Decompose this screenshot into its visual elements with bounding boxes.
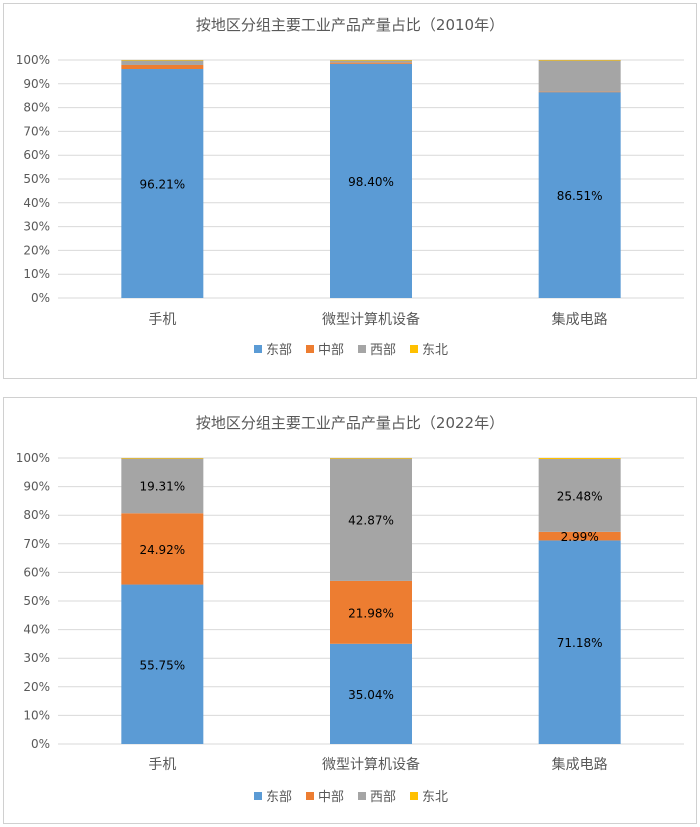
chart-2022-svg: 按地区分组主要工业产品产量占比（2022年） 0% 10% 20% 30% 40% 50% 6… (16, 414, 684, 805)
data-label: 98.40% (348, 175, 394, 189)
bar-segment-西部 (330, 60, 412, 63)
y-tick-label: 50% (23, 172, 50, 186)
y-tick-label: 80% (23, 508, 50, 522)
legend-swatch-东北 (410, 345, 418, 353)
bar-segment-东部 (330, 643, 412, 744)
bar-segment-中部 (121, 64, 204, 70)
legend-label: 东北 (422, 343, 448, 358)
bar-segment-东部 (121, 69, 204, 298)
legend-label: 东北 (422, 790, 448, 805)
legend-swatch-西部 (358, 345, 366, 353)
bar-segment-西部 (330, 458, 412, 581)
bar-segment-中部 (330, 62, 412, 64)
bar-segment-西部 (121, 60, 204, 65)
chart-title: 按地区分组主要工业产品产量占比（2022年） (196, 414, 504, 432)
legend-swatch-中部 (306, 792, 314, 800)
y-tick-label: 0% (31, 737, 50, 751)
x-category-label: 微型计算机设备 (322, 311, 420, 328)
legend-swatch-东北 (410, 792, 418, 800)
y-tick-label: 70% (23, 124, 50, 138)
bar-segment-东北 (121, 458, 204, 459)
data-label: 19.31% (139, 480, 185, 494)
legend-label: 西部 (370, 790, 396, 805)
data-label: 86.51% (557, 189, 603, 203)
bar-segment-东部 (121, 584, 204, 744)
y-tick-label: 40% (23, 623, 50, 637)
y-tick-label: 20% (23, 243, 50, 257)
data-label: 35.04% (348, 688, 394, 702)
x-category-label: 手机 (148, 312, 176, 328)
y-tick-label: 70% (23, 537, 50, 551)
bar-segment-中部 (121, 513, 204, 585)
y-tick-label: 10% (23, 708, 50, 722)
bar-segment-东北 (330, 60, 412, 61)
chart-2010: 按地区分组主要工业产品产量占比（2010年） 0% 10% 20% 30% 40% 50% 6… (3, 3, 697, 379)
data-label: 55.75% (139, 658, 185, 672)
y-tick-label: 90% (23, 480, 50, 494)
y-tick-label: 0% (31, 291, 50, 305)
bar-segment-中部 (538, 531, 621, 541)
y-tick-label: 30% (23, 220, 50, 234)
legend-label: 中部 (318, 343, 344, 358)
bar-segment-西部 (121, 458, 204, 514)
x-category-label: 集成电路 (552, 311, 608, 328)
bar-segment-西部 (538, 459, 621, 532)
bar-segment-中部 (330, 580, 412, 644)
legend-swatch-东部 (254, 792, 262, 800)
y-tick-label: 100% (16, 451, 50, 465)
x-category-label: 手机 (148, 757, 176, 773)
bar-segment-东部 (538, 540, 621, 744)
data-label: 42.87% (348, 514, 394, 528)
bar-segment-东北 (538, 59, 621, 61)
data-label: 24.92% (139, 543, 185, 557)
bar-segment-东部 (538, 92, 621, 298)
y-tick-label: 100% (16, 53, 50, 67)
y-tick-label: 90% (23, 77, 50, 91)
chart-2022: 按地区分组主要工业产品产量占比（2022年） 0% 10% 20% 30% 40% 50% 6… (3, 397, 697, 824)
data-label: 21.98% (348, 606, 394, 620)
y-tick-label: 10% (23, 267, 50, 281)
data-label: 96.21% (139, 178, 185, 192)
chart-2010-svg: 按地区分组主要工业产品产量占比（2010年） 0% 10% 20% 30% 40% 50% 6… (16, 16, 684, 358)
y-tick-label: 30% (23, 651, 50, 665)
bar-segment-东部 (330, 63, 412, 298)
bar-segment-西部 (538, 60, 621, 92)
bar-segment-东北 (538, 458, 621, 460)
x-category-label: 集成电路 (552, 756, 608, 773)
y-tick-label: 20% (23, 680, 50, 694)
data-label: 71.18% (557, 636, 603, 650)
bar-segment-中部 (538, 91, 621, 93)
data-label: 2.99% (561, 530, 599, 544)
data-label: 25.48% (557, 489, 603, 503)
legend-swatch-东部 (254, 345, 262, 353)
y-tick-label: 60% (23, 565, 50, 579)
bar-segment-东北 (121, 59, 204, 61)
chart-title: 按地区分组主要工业产品产量占比（2010年） (196, 16, 504, 34)
y-tick-label: 80% (23, 101, 50, 115)
bar-segment-东北 (330, 458, 412, 459)
legend-label: 东部 (266, 790, 292, 805)
legend-label: 东部 (266, 343, 292, 358)
legend-swatch-西部 (358, 792, 366, 800)
legend-label: 中部 (318, 790, 344, 805)
y-tick-label: 60% (23, 148, 50, 162)
x-category-label: 微型计算机设备 (322, 756, 420, 773)
y-tick-label: 40% (23, 196, 50, 210)
y-tick-label: 50% (23, 594, 50, 608)
legend-label: 西部 (370, 343, 396, 358)
legend-swatch-中部 (306, 345, 314, 353)
